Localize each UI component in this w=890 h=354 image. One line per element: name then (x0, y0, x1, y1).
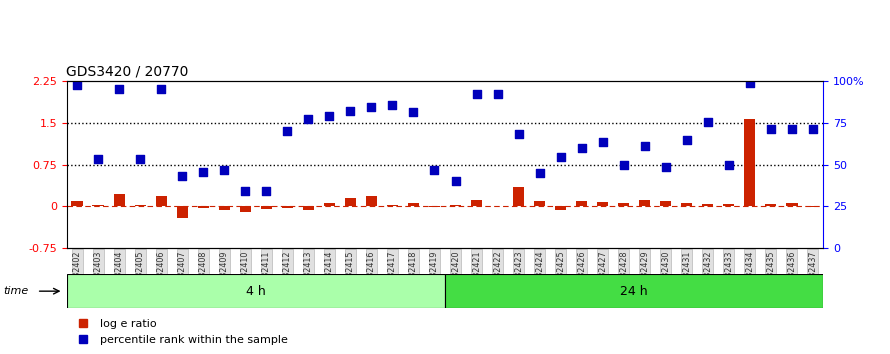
Bar (324, 204, 336, 206)
Point (175, 173, 190, 178)
Point (512, 131, 526, 137)
Point (134, 156, 148, 162)
Point (302, 116, 316, 121)
Bar (659, 201, 671, 206)
Bar (618, 203, 629, 206)
Point (364, 105, 378, 110)
Bar (93, 205, 104, 206)
Point (259, 188, 273, 194)
Point (637, 143, 651, 149)
Text: time: time (4, 286, 28, 296)
Point (490, 91, 505, 97)
Bar (513, 187, 524, 206)
Bar (281, 206, 293, 208)
Text: 4 h: 4 h (246, 285, 266, 298)
Bar (765, 204, 776, 206)
Bar (429, 206, 441, 207)
Bar (449, 205, 461, 206)
Point (469, 91, 483, 97)
Point (617, 162, 631, 167)
Point (217, 167, 231, 173)
Bar (744, 119, 756, 206)
Point (532, 170, 546, 176)
Point (322, 113, 336, 119)
Bar (639, 200, 651, 206)
Point (407, 109, 421, 115)
Bar (386, 205, 398, 206)
Bar (366, 196, 377, 206)
Point (785, 126, 799, 131)
Point (112, 86, 126, 91)
Point (91, 156, 105, 162)
Point (70, 82, 85, 88)
Bar (597, 202, 609, 206)
Bar (219, 206, 231, 210)
Bar (71, 201, 83, 206)
Point (239, 188, 253, 194)
Bar (408, 203, 419, 206)
Point (427, 167, 441, 173)
Point (280, 129, 295, 134)
Point (385, 102, 400, 108)
Point (554, 155, 568, 160)
Point (574, 145, 588, 151)
Point (700, 119, 715, 125)
Bar (344, 198, 356, 206)
Text: 24 h: 24 h (620, 285, 648, 298)
Point (742, 80, 756, 86)
Text: GDS3420 / 20770: GDS3420 / 20770 (66, 65, 189, 79)
Bar (239, 206, 251, 212)
Point (659, 165, 673, 170)
Bar (176, 206, 188, 218)
Point (196, 169, 210, 175)
Bar (445, 274, 823, 308)
Bar (303, 206, 314, 210)
Point (805, 126, 820, 131)
Bar (681, 204, 692, 206)
Bar (261, 206, 272, 209)
Bar (198, 206, 209, 209)
Point (680, 137, 694, 142)
Bar (807, 206, 819, 207)
Bar (702, 204, 714, 206)
Bar (156, 196, 167, 206)
Bar (67, 274, 445, 308)
Point (722, 162, 736, 167)
Bar (114, 194, 125, 206)
Bar (723, 204, 734, 206)
Bar (134, 205, 146, 206)
Bar (576, 201, 587, 206)
Bar (554, 206, 566, 210)
Legend: log e ratio, percentile rank within the sample: log e ratio, percentile rank within the … (72, 319, 288, 345)
Point (344, 108, 358, 114)
Bar (786, 204, 797, 206)
Point (154, 86, 168, 91)
Point (764, 126, 778, 131)
Bar (534, 201, 546, 206)
Bar (471, 200, 482, 206)
Point (449, 178, 463, 184)
Point (595, 139, 610, 145)
